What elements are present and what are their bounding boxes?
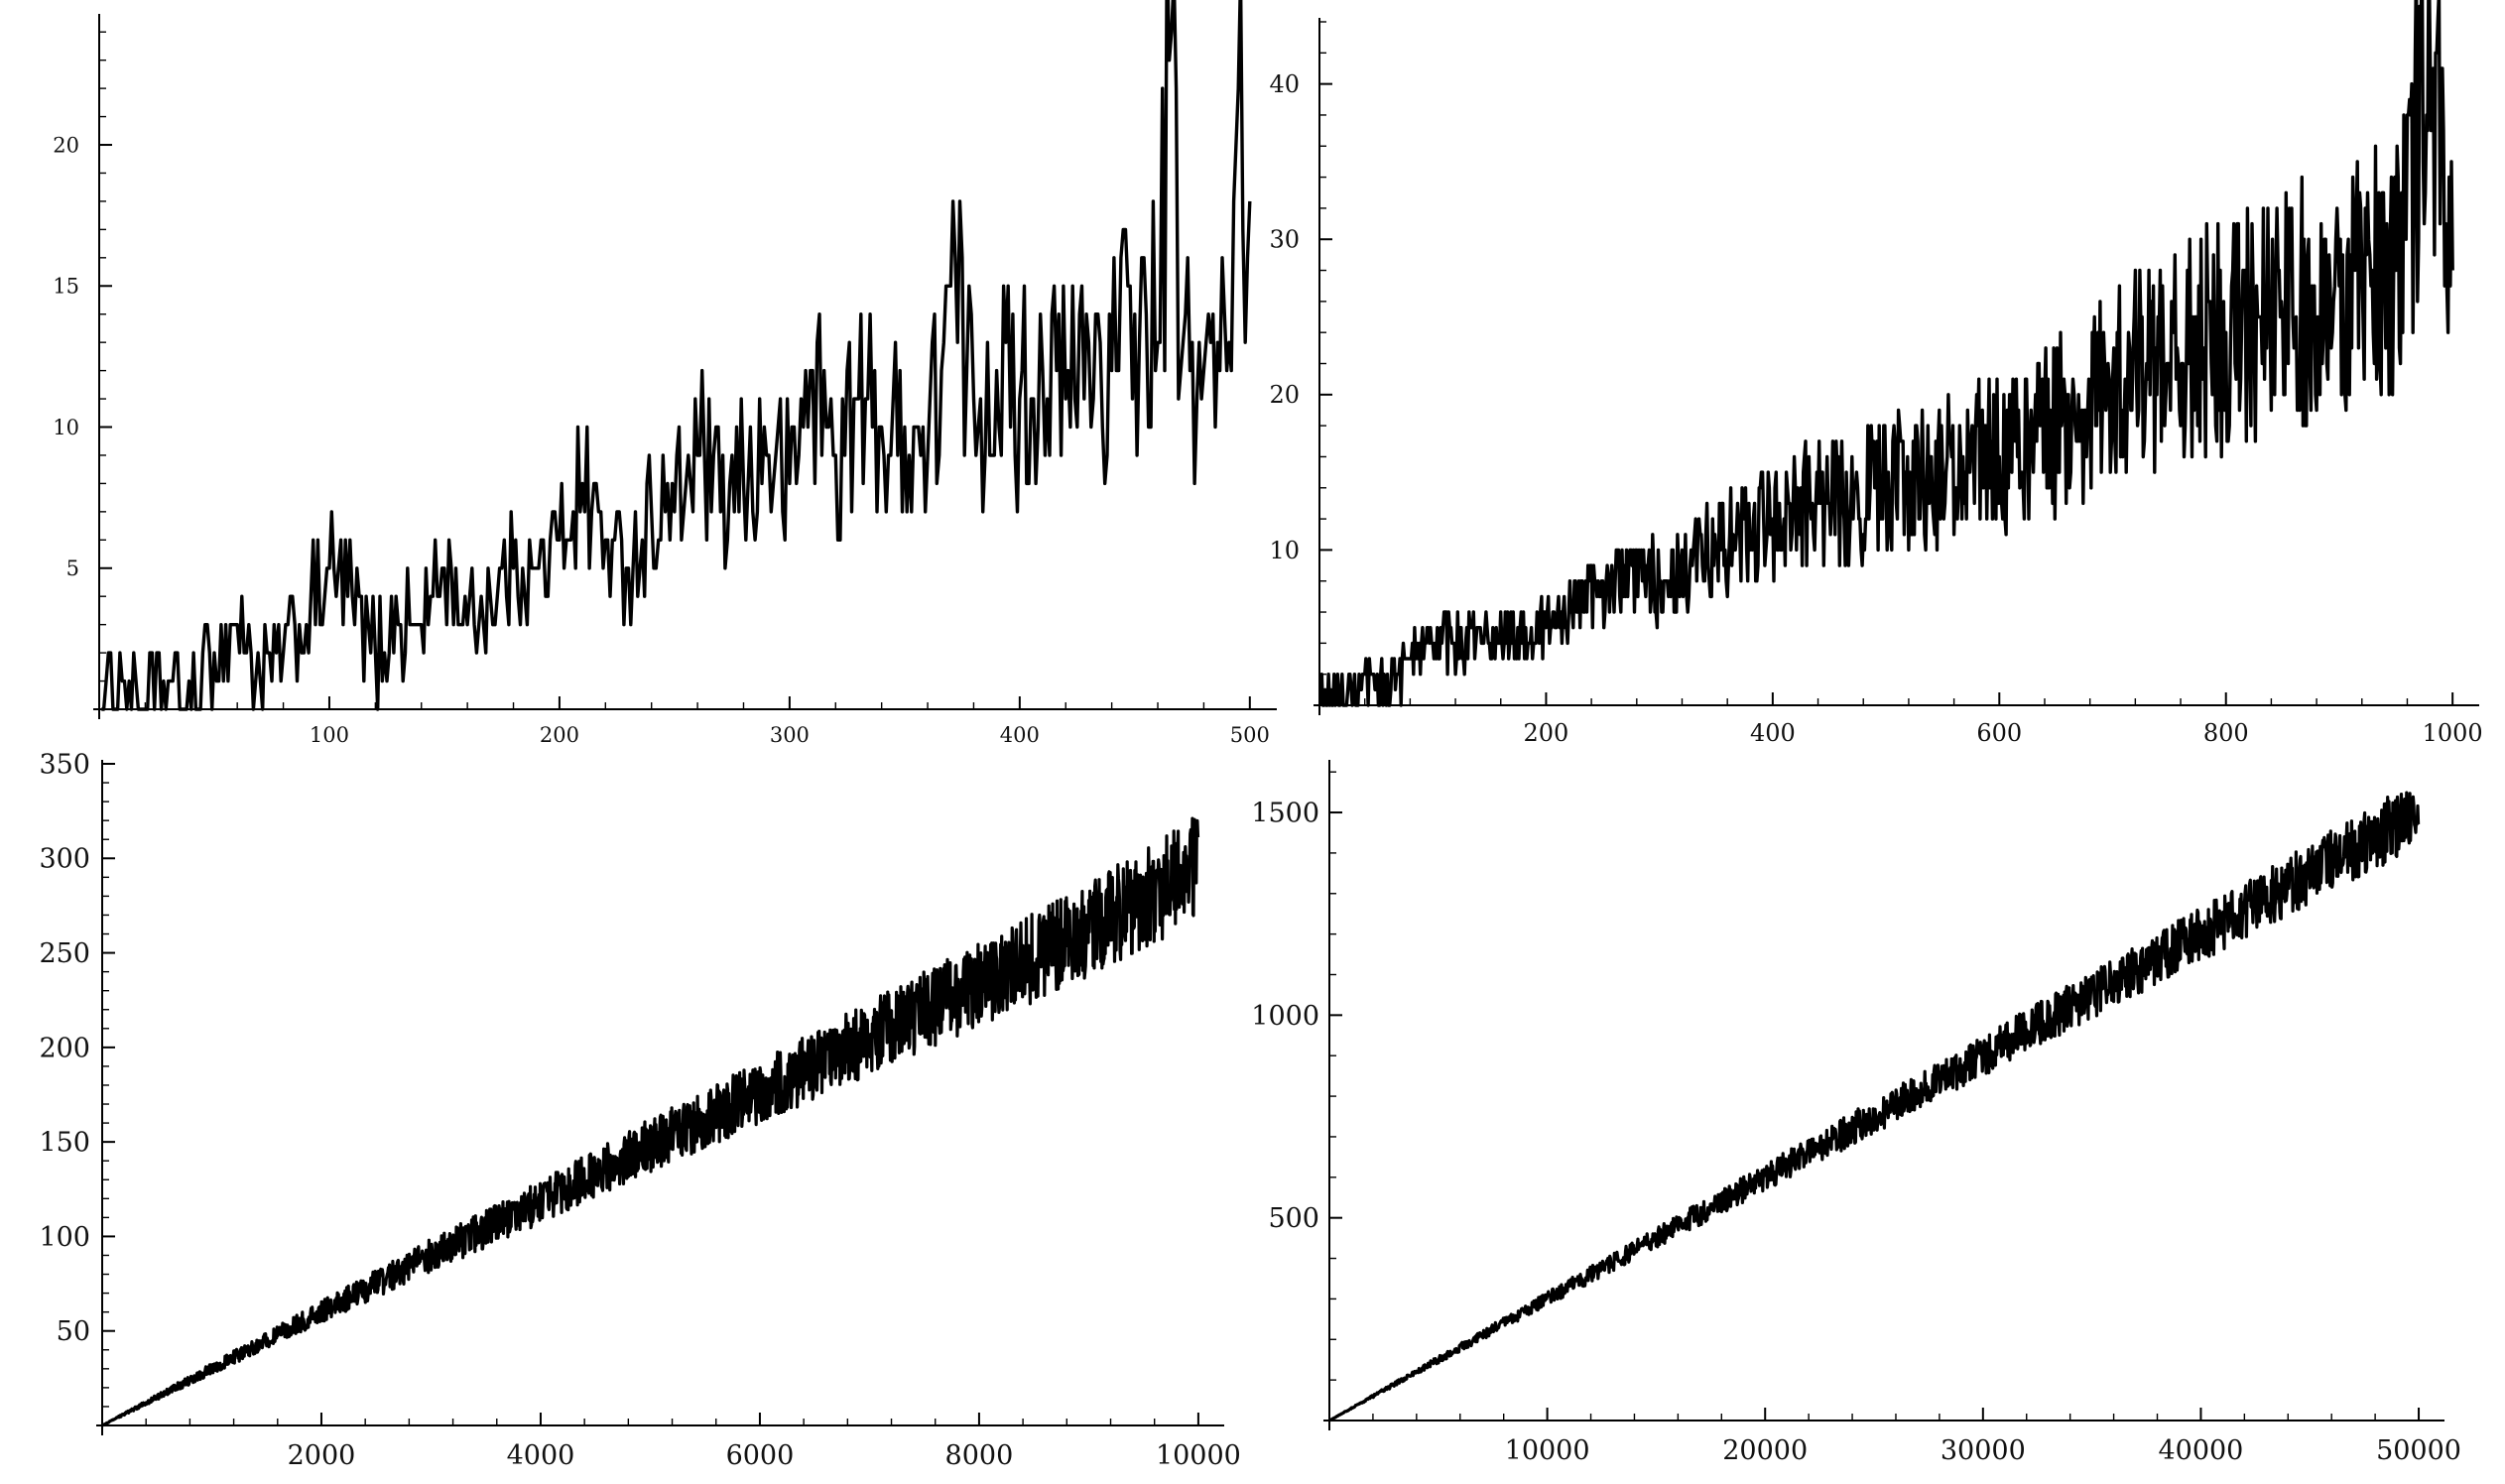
chart-panel-4: 10000 20000 30000 40000 50000 500 1000 1500 [1250, 734, 2505, 1484]
x-tick-label: 8000 [945, 1440, 1014, 1471]
x-tick-label: 400 [1000, 723, 1040, 747]
y-tick-label: 1500 [1251, 798, 1319, 828]
x-tick-label: 600 [1976, 719, 2022, 747]
x-tick-label: 200 [1524, 719, 1569, 747]
y-tick-label: 40 [1269, 70, 1300, 98]
y-tick-label: 200 [39, 1033, 90, 1063]
y-tick-label: 50 [57, 1316, 90, 1347]
series-line-1 [1318, 0, 2454, 707]
x-tick-label: 20000 [1722, 1435, 1808, 1466]
x-tick-label: 10000 [1505, 1435, 1590, 1466]
y-tick-label: 300 [39, 844, 90, 875]
y-tick-label: 1000 [1251, 1001, 1319, 1032]
x-tick-label: 500 [1230, 723, 1270, 747]
chart-1-svg: 100 200 300 400 500 5 10 15 20 [53, 0, 1277, 747]
x-tick-label: 800 [2203, 719, 2249, 747]
y-tick-label: 100 [39, 1222, 90, 1253]
series-line-1 [1328, 791, 2421, 1422]
x-tick-label: 100 [310, 723, 349, 747]
x-tick-label: 1000 [2423, 719, 2483, 747]
y-tick-label: 20 [53, 133, 79, 157]
x-tick-label: 4000 [507, 1440, 575, 1471]
chart-2-svg: 200 400 600 800 1000 10 20 30 40 [1269, 0, 2483, 747]
x-tick-label: 50000 [2376, 1435, 2461, 1466]
chart-3-svg: 2000 4000 6000 8000 10000 50 100 150 200 250 300 35… [39, 749, 1241, 1471]
y-tick-label: 150 [39, 1128, 90, 1159]
y-tick-label: 10 [1269, 537, 1300, 564]
chart-panel-2: 200 400 600 800 1000 10 20 30 40 [1250, 0, 2505, 754]
y-tick-label: 15 [53, 275, 79, 299]
x-tick-label: 6000 [726, 1440, 795, 1471]
y-tick-label: 350 [39, 749, 90, 780]
x-tick-label: 30000 [1941, 1435, 2026, 1466]
y-tick-label: 500 [1268, 1203, 1319, 1234]
chart-panel-1: 100 200 300 400 500 5 10 15 20 [0, 0, 1290, 754]
y-tick-label: 30 [1269, 226, 1300, 254]
series-line-1 [101, 0, 1252, 711]
y-tick-label: 20 [1269, 381, 1300, 409]
x-tick-label: 200 [540, 723, 579, 747]
chart-4-svg: 10000 20000 30000 40000 50000 500 1000 1500 [1251, 760, 2461, 1466]
x-tick-label: 400 [1750, 719, 1796, 747]
x-tick-label: 300 [770, 723, 810, 747]
x-tick-label: 40000 [2158, 1435, 2243, 1466]
y-tick-label: 10 [53, 416, 79, 439]
chart-panel-3: 2000 4000 6000 8000 10000 50 100 150 200 250 300 35… [0, 734, 1250, 1484]
y-tick-label: 250 [39, 938, 90, 969]
x-tick-label: 10000 [1156, 1440, 1241, 1471]
series-line-1 [101, 816, 1200, 1427]
y-tick-label: 5 [66, 556, 79, 580]
x-tick-label: 2000 [288, 1440, 356, 1471]
